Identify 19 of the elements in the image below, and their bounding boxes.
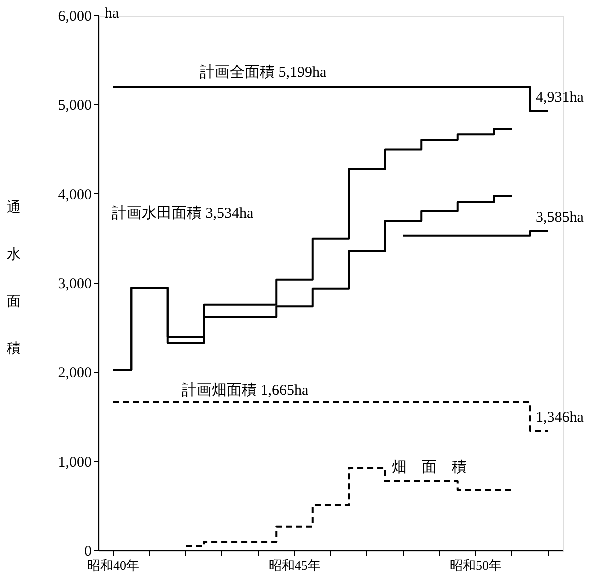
y-tick-label: 1,000 xyxy=(58,454,92,471)
y-tick-label: 5,000 xyxy=(58,98,92,114)
x-tick-label: 昭和40年 xyxy=(88,558,140,573)
annotation: 計画畑面積 1,665ha xyxy=(182,382,309,399)
x-tick-label: 昭和50年 xyxy=(450,558,502,573)
annotation: 畑 面 積 xyxy=(392,459,467,476)
text: 通水面積 xyxy=(7,201,21,357)
annotation: 3,585ha xyxy=(536,210,584,226)
annotation: 計画全面積 5,199ha xyxy=(200,64,327,81)
y-tick-label: 2,000 xyxy=(58,366,92,382)
y-tick-label: 0 xyxy=(84,544,92,560)
annotation: 1,346ha xyxy=(536,410,584,426)
x-tick-label: 昭和45年 xyxy=(268,558,321,573)
annotation: 計画水田面積 3,534ha xyxy=(112,205,254,222)
y-tick-label: 6,000 xyxy=(58,9,92,25)
annotation: 4,931ha xyxy=(536,90,584,106)
annotation: ha xyxy=(105,6,120,22)
y-tick-label: 3,000 xyxy=(58,276,92,292)
y-tick-label: 4,000 xyxy=(58,187,92,204)
